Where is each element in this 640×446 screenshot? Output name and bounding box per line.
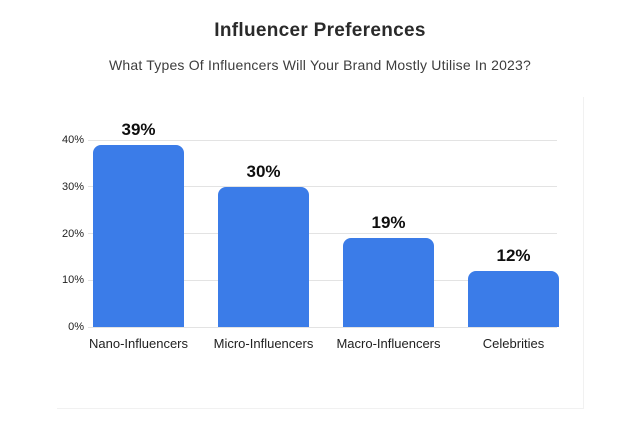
bar-macro-influencers [343, 238, 434, 327]
chart-subtitle: What Types Of Influencers Will Your Bran… [108, 57, 532, 73]
bar-micro-influencers [218, 186, 309, 327]
bar-value-label: 30% [246, 161, 281, 181]
x-axis-label: Micro-Influencers [213, 336, 314, 351]
y-axis-tick-label: 30% [61, 180, 84, 193]
bar-value-label: 19% [371, 213, 406, 233]
y-axis-tick-label: 10% [61, 274, 84, 287]
gridline [88, 139, 557, 141]
y-axis-tick-label: 0% [68, 321, 84, 333]
chart-title: Influencer Preferences [214, 20, 426, 41]
bar-nano-influencers [93, 144, 184, 327]
y-axis-tick-label: 40% [61, 134, 84, 146]
bar-value-label: 39% [121, 119, 156, 139]
gridline [88, 233, 557, 234]
y-axis-tick-label: 20% [61, 227, 84, 240]
x-axis-label: Macro-Influencers [336, 336, 441, 351]
bar-value-label: 12% [496, 245, 531, 265]
gridline [88, 326, 557, 328]
gridline [88, 186, 557, 188]
gridline [88, 279, 557, 281]
x-axis-label: Celebrities [482, 336, 545, 351]
bar-celebrities [468, 270, 559, 327]
x-axis-label: Nano-Influencers [89, 336, 188, 351]
